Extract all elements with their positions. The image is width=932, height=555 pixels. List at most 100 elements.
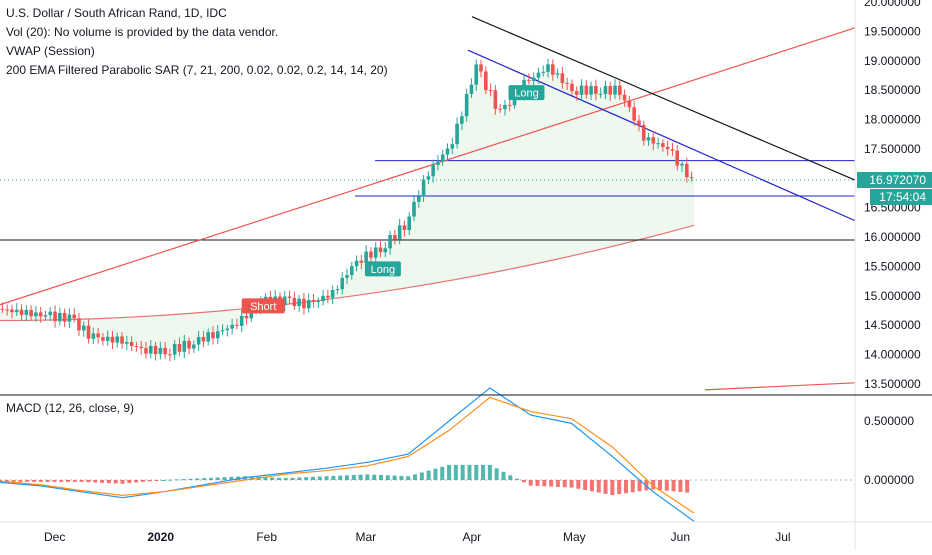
macd-legend: MACD (12, 26, close, 9) [6,401,135,415]
countdown-tag: 17:54:04 [870,189,932,205]
candle-body [282,296,287,306]
macd-histogram-bar [66,480,71,482]
candle-body [225,328,230,331]
macd-histogram-bar [310,476,315,480]
macd-histogram-bar [93,480,98,483]
candle-body [383,248,388,253]
candle-body [311,300,316,302]
macd-histogram-bar [25,480,30,482]
candle-body [651,137,656,144]
candle-body [584,85,589,95]
macd-tick-label: 0.000000 [864,473,914,487]
candle-body [67,314,72,322]
macd-histogram-bar [290,477,295,480]
candle-body [235,324,239,326]
candle-body [29,309,33,317]
candle-body [321,295,325,302]
macd-histogram-bar [283,478,288,480]
candle-body [96,333,100,338]
macd-histogram-bar [195,478,200,480]
candle-body [670,149,675,151]
macd-histogram-bar [651,480,656,490]
signal-badge-label: Short [250,301,276,313]
candle-body [665,146,670,150]
candle-body [211,332,215,339]
macd-histogram-bar [147,480,152,482]
candle-body [608,86,613,95]
candle-body [627,100,632,108]
macd-histogram-bar [304,477,309,480]
candle-body [551,64,555,75]
macd-line [0,387,695,522]
macd-histogram-bar [657,480,662,491]
candle-body [685,163,689,178]
price-tick-label: 19.000000 [864,54,921,68]
signal-badge [364,261,401,277]
candle-body [641,124,646,141]
macd-histogram-bar [208,477,213,480]
macd-histogram-bar [603,480,608,494]
macd-histogram-bar [406,476,411,480]
candle-body [48,311,53,316]
candle-body [675,150,680,166]
candle-body [316,301,321,303]
signal-badge-label: Long [371,264,395,276]
candle-body [81,325,86,331]
candle-body [689,177,694,179]
macd-histogram-bar [345,475,349,480]
macd-histogram-bar [419,472,424,480]
signal-badge [241,298,285,314]
macd-histogram-bar [4,480,9,482]
macd-histogram-bar [413,474,418,480]
candle-body [148,345,153,354]
candle-body [464,93,469,117]
candle-body [91,333,96,339]
macd-histogram-bar [72,480,77,482]
candle-body [139,346,143,349]
sar-legend: 200 EMA Filtered Parabolic SAR (7, 21, 2… [6,63,388,77]
candle-body [168,354,172,356]
price-tick-label: 20.000000 [864,0,921,9]
candle-body [565,82,569,84]
candle-body [101,337,105,341]
candle-body [431,165,435,177]
macd-histogram-bar [161,480,166,481]
candle-body [364,251,368,263]
macd-histogram-bar [32,480,37,482]
macd-histogram-bar [181,479,186,481]
candle-body [196,337,201,345]
macd-histogram-bar [549,480,554,487]
candle-body [58,312,62,322]
macd-histogram-bar [324,476,329,480]
macd-histogram-bar [433,468,438,480]
time-tick-label: Feb [256,530,277,544]
candle-body [397,225,402,240]
macd-histogram-bar [276,477,281,480]
candle-body [163,347,167,355]
candle-body [560,73,565,83]
macd-histogram-bar [38,480,43,482]
candle-body [450,144,455,149]
volume-legend: Vol (20): No volume is provided by the d… [6,25,279,39]
price-tick-label: 15.500000 [864,259,921,273]
macd-histogram-bar [140,480,145,482]
macd-histogram-bar [392,475,397,480]
macd-histogram-bar [664,480,669,491]
candle-body [546,64,550,72]
candle-body [349,266,354,276]
candle-body [326,295,330,298]
candle-body [426,176,431,180]
macd-histogram-bar [79,480,84,482]
macd-histogram-bar [460,464,465,480]
candle-body [19,309,24,315]
price-tick-label: 16.000000 [864,230,921,244]
candle-body [192,344,196,349]
macd-histogram-bar [562,480,567,488]
candle-body [656,143,660,145]
price-tick-label: 19.500000 [864,24,921,38]
macd-histogram-bar [379,474,384,480]
candle-body [77,318,81,331]
candle-body [574,91,579,95]
